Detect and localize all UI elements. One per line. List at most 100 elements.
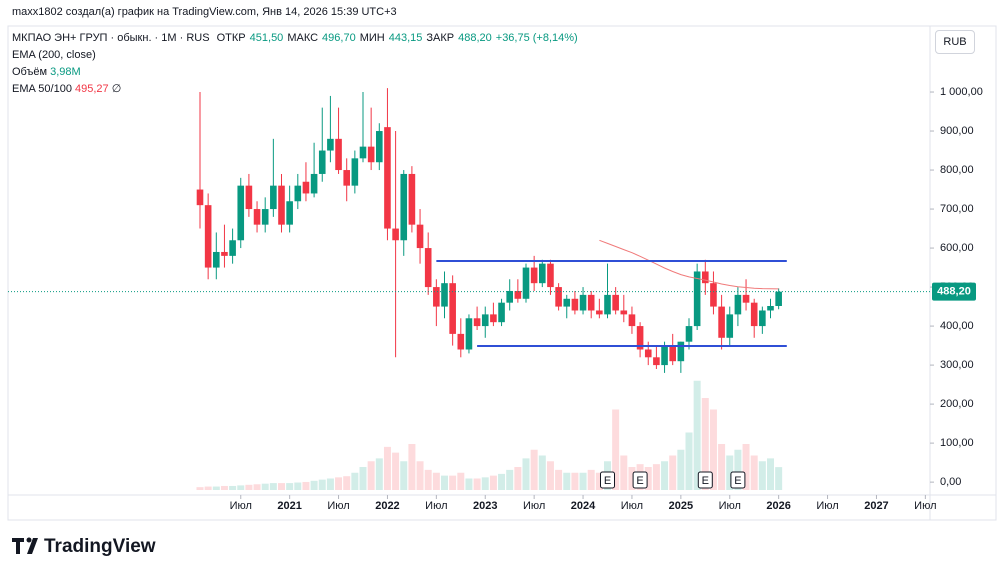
candle-body xyxy=(376,131,383,163)
volume-bar xyxy=(644,467,652,490)
volume-bar xyxy=(310,480,318,490)
last-price-box xyxy=(932,282,976,301)
x-tick-label: Июл xyxy=(523,500,545,512)
volume-bar xyxy=(571,472,579,490)
volume-bar xyxy=(563,472,571,490)
candle-body xyxy=(318,150,326,174)
x-tick-label: Июл xyxy=(914,500,936,512)
frame xyxy=(7,25,997,521)
candle-body xyxy=(335,138,342,171)
volume-bar xyxy=(628,467,636,490)
volume-bar xyxy=(546,461,554,490)
volume-bar xyxy=(261,483,269,490)
volume-bar xyxy=(392,452,400,490)
logo-icon xyxy=(12,537,38,554)
caption: maxx1802 создал(а) график на TradingView… xyxy=(12,6,397,18)
volume-bar xyxy=(294,482,302,490)
volume-bar xyxy=(269,483,277,490)
earnings-label: E xyxy=(636,475,643,487)
volume-bar xyxy=(750,455,758,490)
candle-body xyxy=(351,158,359,186)
volume-bar xyxy=(718,444,726,490)
candle-body xyxy=(481,314,489,327)
logo-text: TradingView xyxy=(44,536,156,557)
candle-body xyxy=(261,209,269,225)
candle-body xyxy=(253,209,261,225)
volume-bar xyxy=(253,484,261,490)
candle-body xyxy=(367,146,375,163)
volume-bar xyxy=(351,472,359,490)
candle-body xyxy=(775,291,782,306)
volume-bar xyxy=(245,484,253,490)
volume-bar xyxy=(587,469,595,490)
ohlc-value: 496,70 xyxy=(322,32,356,44)
candle-body xyxy=(465,318,473,350)
x-tick-label: Июл xyxy=(621,500,643,512)
volume-bar xyxy=(204,486,212,490)
y-tick-label: 100,00 xyxy=(940,437,974,449)
candle-body xyxy=(490,314,497,323)
volume-bar xyxy=(620,455,628,490)
candle-body xyxy=(620,310,628,315)
earnings-label: E xyxy=(734,475,741,487)
indicator-name: Объём xyxy=(12,66,48,78)
volume-bar xyxy=(473,478,481,490)
candle-body xyxy=(237,185,245,241)
x-tick-label: 2027 xyxy=(864,500,888,512)
ema-line xyxy=(599,239,779,290)
volume-bar xyxy=(775,467,783,490)
volume-bar xyxy=(726,455,734,490)
currency-button[interactable]: RUB xyxy=(935,30,975,54)
x-tick-label: 2025 xyxy=(669,500,693,512)
candle-body xyxy=(669,345,676,362)
volume-bar xyxy=(237,485,245,490)
x-tick-label: 2021 xyxy=(277,500,301,512)
volume-bar xyxy=(302,481,310,490)
ohlc-label: МИН xyxy=(359,32,385,44)
candle-body xyxy=(196,189,204,206)
candle-body xyxy=(384,127,391,229)
volume-bar xyxy=(701,398,709,490)
candle-body xyxy=(213,251,220,268)
volume-bar xyxy=(359,467,367,490)
volume-bar xyxy=(449,475,457,490)
candle-body xyxy=(636,326,644,350)
volume-bar xyxy=(742,444,750,490)
y-tick-label: 0,00 xyxy=(940,476,961,488)
volume-bar xyxy=(229,485,237,490)
volume-bar xyxy=(506,469,514,490)
candle-body xyxy=(433,287,440,307)
candle-body xyxy=(612,294,619,311)
x-tick-label: 2024 xyxy=(571,500,596,512)
candle-body xyxy=(286,201,293,225)
y-tick-label: 900,00 xyxy=(940,125,974,137)
candle-body xyxy=(750,302,758,327)
candle-body xyxy=(742,294,750,303)
ohlc-label: МАКС xyxy=(287,32,319,44)
ohlc-label: ОТКР xyxy=(216,32,246,44)
y-tick-label: 400,00 xyxy=(940,320,974,332)
candle-body xyxy=(530,267,538,284)
earnings-label: E xyxy=(604,475,611,487)
volume-bar xyxy=(367,461,375,490)
candle-body xyxy=(449,283,456,334)
symbol-legend: МКПАО ЭН+ ГРУП · обыкн. · 1М · RUS ОТКР 4… xyxy=(12,32,578,44)
candle-body xyxy=(596,310,603,315)
volume-bar xyxy=(489,475,497,490)
candle-body xyxy=(392,228,399,241)
volume-bar xyxy=(220,485,228,490)
last-price-label: 488,20 xyxy=(937,286,971,298)
candle-body xyxy=(498,302,505,323)
candle-body xyxy=(563,298,571,307)
candle-body xyxy=(302,181,310,194)
x-tick-label: Июл xyxy=(719,500,741,512)
candle-body xyxy=(457,333,465,350)
candle-body xyxy=(710,283,717,307)
volume-bar xyxy=(669,455,677,490)
volume-bar xyxy=(432,472,440,490)
volume-bar xyxy=(734,449,742,490)
candle-body xyxy=(270,185,277,210)
ohlc-label: ЗАКР xyxy=(426,32,455,44)
candle-body xyxy=(579,294,587,311)
